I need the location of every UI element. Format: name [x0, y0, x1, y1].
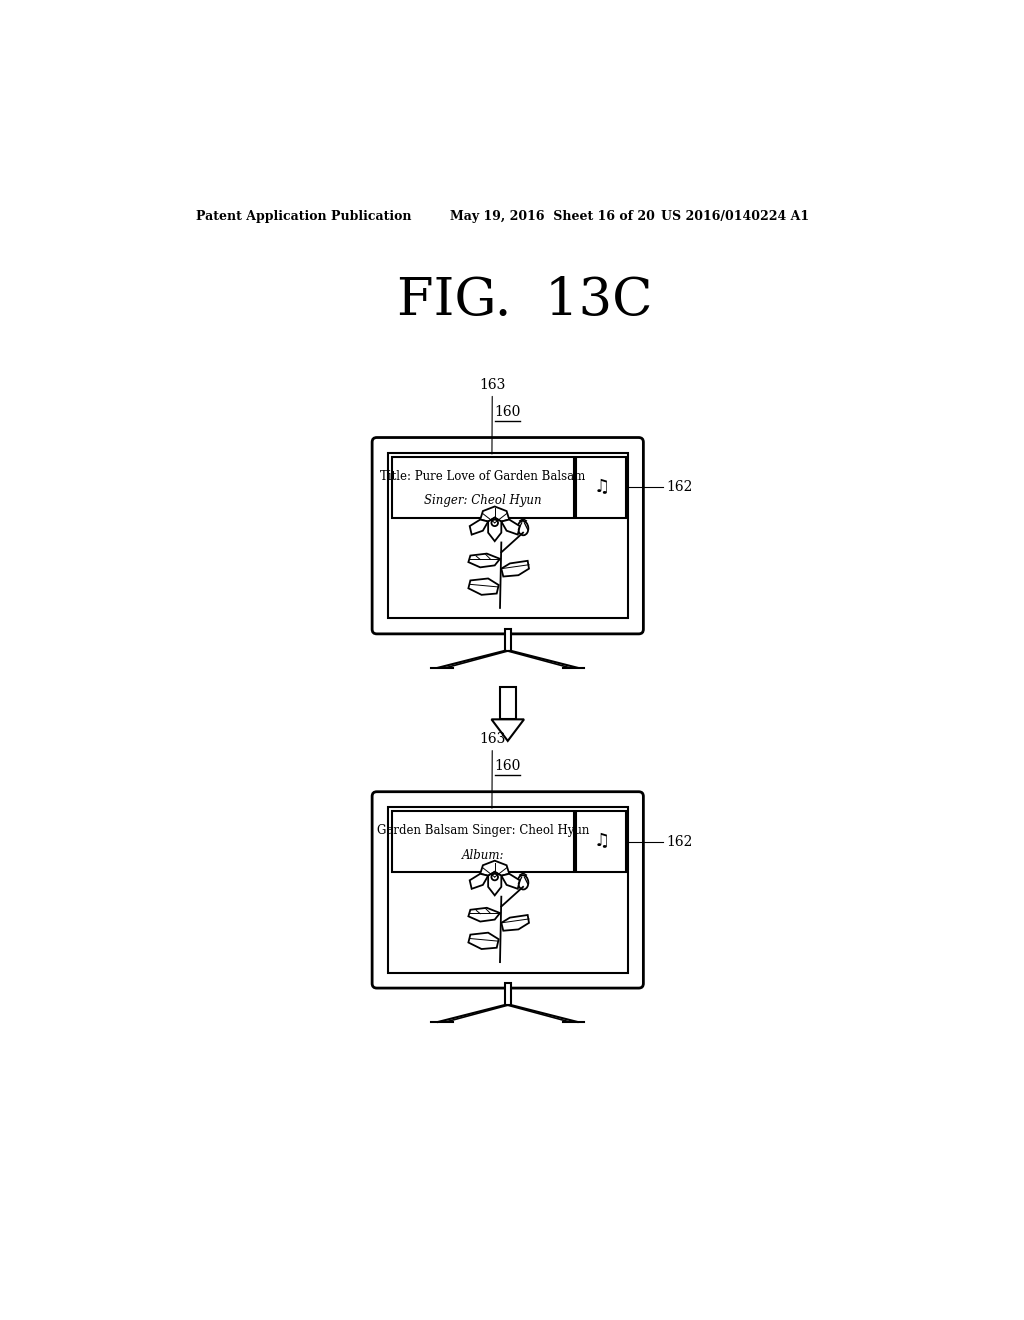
- Text: Album:: Album:: [462, 849, 504, 862]
- Text: ♫: ♫: [593, 478, 609, 496]
- Text: Patent Application Publication: Patent Application Publication: [197, 210, 412, 223]
- Ellipse shape: [518, 875, 528, 890]
- Ellipse shape: [492, 520, 498, 527]
- Bar: [388, 453, 628, 619]
- Text: May 19, 2016  Sheet 16 of 20: May 19, 2016 Sheet 16 of 20: [450, 210, 654, 223]
- Bar: [577, 810, 627, 873]
- Polygon shape: [480, 861, 509, 875]
- Bar: [577, 457, 627, 517]
- Bar: [500, 686, 515, 719]
- Polygon shape: [502, 915, 529, 931]
- Polygon shape: [480, 507, 509, 521]
- Text: Singer: Cheol Hyun: Singer: Cheol Hyun: [424, 495, 542, 507]
- Text: 160: 160: [495, 759, 521, 774]
- Text: 162: 162: [667, 480, 693, 495]
- Bar: [505, 630, 511, 651]
- Ellipse shape: [518, 521, 528, 536]
- Polygon shape: [468, 578, 499, 595]
- Polygon shape: [502, 561, 529, 577]
- Polygon shape: [492, 719, 524, 741]
- Polygon shape: [502, 520, 520, 535]
- Text: Garden Balsam Singer: Cheol Hyun: Garden Balsam Singer: Cheol Hyun: [377, 824, 589, 837]
- Polygon shape: [470, 874, 488, 888]
- FancyBboxPatch shape: [372, 437, 643, 634]
- Text: 163: 163: [479, 378, 506, 392]
- Bar: [505, 983, 511, 1005]
- Bar: [391, 457, 574, 517]
- Text: FIG.  13C: FIG. 13C: [397, 276, 652, 326]
- Text: Title: Pure Love of Garden Balsam: Title: Pure Love of Garden Balsam: [380, 470, 586, 483]
- Polygon shape: [468, 933, 499, 949]
- Text: 162: 162: [667, 834, 693, 849]
- Bar: [388, 807, 628, 973]
- Polygon shape: [488, 517, 502, 541]
- Polygon shape: [470, 520, 488, 535]
- Polygon shape: [488, 871, 502, 895]
- Bar: [391, 810, 574, 873]
- Text: ♫: ♫: [593, 833, 609, 850]
- FancyBboxPatch shape: [372, 792, 643, 989]
- Polygon shape: [468, 908, 500, 921]
- Polygon shape: [502, 874, 520, 888]
- Text: US 2016/0140224 A1: US 2016/0140224 A1: [662, 210, 809, 223]
- Polygon shape: [468, 553, 500, 568]
- Text: 163: 163: [479, 733, 506, 746]
- Text: 160: 160: [495, 405, 521, 418]
- Ellipse shape: [492, 874, 498, 880]
